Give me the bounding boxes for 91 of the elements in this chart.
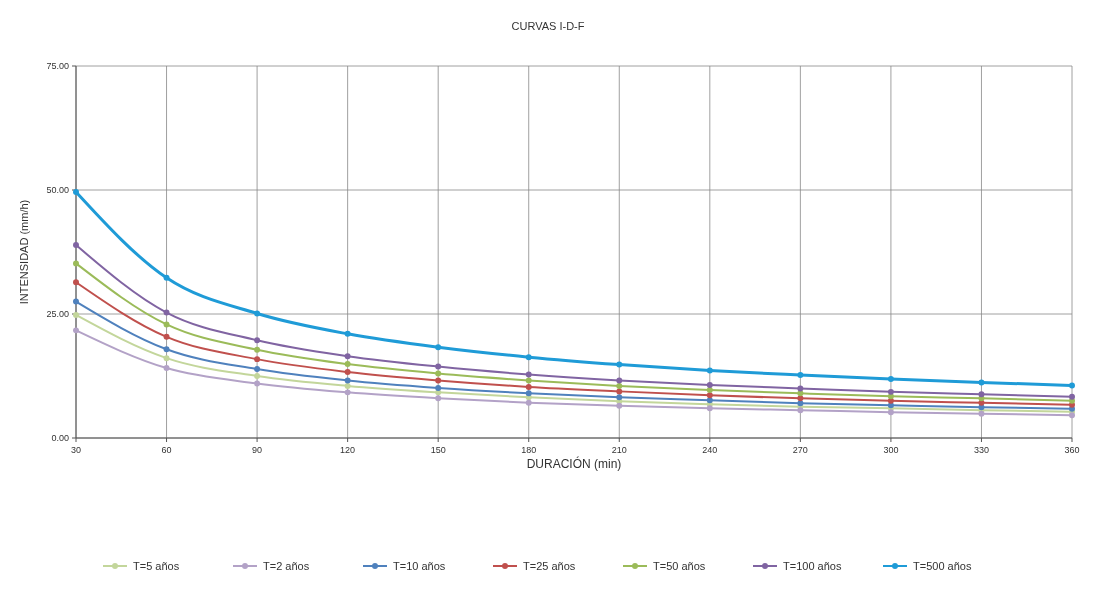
x-tick-label: 150	[430, 445, 446, 455]
point	[435, 377, 442, 384]
point	[163, 346, 170, 353]
x-tick-label: 240	[702, 445, 718, 455]
point	[525, 371, 532, 378]
point	[706, 367, 713, 374]
point	[887, 409, 894, 416]
point	[254, 356, 261, 363]
point	[797, 395, 804, 402]
x-tick-label: 60	[161, 445, 172, 455]
point	[797, 407, 804, 414]
point	[797, 385, 804, 392]
x-tick-label: 30	[70, 445, 82, 455]
point	[254, 310, 261, 317]
point	[525, 383, 532, 390]
point	[435, 384, 442, 391]
legend-label: T=10 años	[393, 560, 446, 572]
legend-label: T=500 años	[913, 560, 972, 572]
point	[435, 344, 442, 351]
point	[163, 274, 170, 281]
point	[254, 337, 261, 344]
x-tick-label: 330	[973, 445, 989, 455]
x-tick-label: 120	[340, 445, 356, 455]
point	[254, 346, 261, 353]
point	[73, 298, 79, 305]
point	[163, 365, 170, 372]
point	[73, 279, 79, 286]
point	[163, 355, 170, 362]
point	[978, 379, 985, 386]
point	[435, 363, 442, 370]
point	[797, 372, 804, 378]
point	[344, 361, 351, 368]
point	[706, 405, 713, 412]
y-tick-label: 25.00	[46, 309, 69, 319]
point	[525, 399, 532, 406]
point	[887, 388, 894, 395]
y-tick-label: 50.00	[46, 185, 69, 195]
point	[706, 386, 713, 393]
legend-label: T=5 años	[133, 560, 180, 572]
point	[1069, 393, 1075, 400]
point	[706, 381, 713, 388]
point	[1069, 412, 1075, 419]
x-tick-label: 300	[883, 445, 899, 455]
x-tick-label: 210	[611, 445, 627, 455]
point	[616, 382, 623, 389]
y-axis-title: INTENSIDAD (mm/h)	[18, 199, 30, 305]
point	[344, 353, 351, 360]
point	[706, 392, 713, 399]
point	[435, 370, 442, 377]
point	[344, 389, 351, 396]
point	[1069, 382, 1075, 389]
point	[73, 327, 79, 334]
x-tick-label: 180	[521, 445, 537, 455]
y-tick-label: 0.00	[51, 433, 69, 443]
x-tick-label: 270	[792, 445, 808, 455]
x-tick-label: 360	[1064, 445, 1080, 455]
legend-label: T=100 años	[783, 560, 842, 572]
legend-label: T=25 años	[523, 560, 576, 572]
point	[616, 361, 623, 368]
point	[525, 354, 532, 361]
point	[73, 242, 79, 249]
point	[344, 369, 351, 376]
point	[163, 309, 170, 316]
y-tick-label: 75.00	[46, 61, 69, 71]
point	[73, 260, 79, 267]
x-axis-title: DURACIÓN (min)	[526, 456, 622, 471]
chart-title: CURVAS I-D-F	[511, 20, 585, 32]
point	[254, 366, 261, 373]
point	[797, 390, 804, 397]
point	[525, 377, 532, 384]
point	[163, 321, 170, 328]
point	[254, 380, 261, 387]
point	[435, 395, 442, 402]
point	[887, 397, 894, 404]
point	[344, 382, 351, 389]
point	[616, 388, 623, 395]
point	[978, 391, 985, 398]
x-tick-label: 90	[252, 445, 263, 455]
point	[616, 402, 623, 409]
point	[706, 397, 713, 404]
legend-label: T=50 años	[653, 560, 706, 572]
point	[887, 376, 894, 382]
legend-label: T=2 años	[263, 560, 310, 572]
point	[616, 394, 623, 401]
point	[163, 333, 170, 340]
point	[254, 373, 261, 379]
point	[344, 377, 351, 384]
point	[73, 189, 79, 195]
point	[616, 377, 623, 384]
point	[525, 390, 532, 397]
point	[344, 330, 351, 337]
